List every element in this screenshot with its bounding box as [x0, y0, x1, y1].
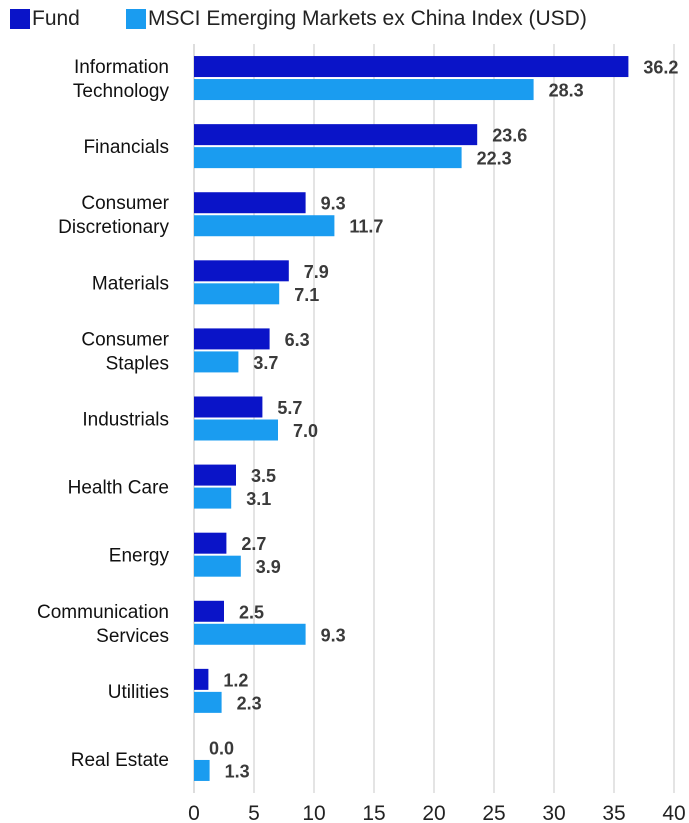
fund-value-label: 2.5: [239, 602, 264, 622]
fund-value-label: 3.5: [251, 466, 276, 486]
fund-bar: [194, 396, 263, 418]
legend-label-fund: Fund: [32, 7, 80, 30]
fund-swatch-icon: [10, 9, 30, 29]
x-tick-label: 25: [482, 802, 505, 823]
x-tick-label: 35: [602, 802, 625, 823]
index-bar: [194, 351, 239, 373]
index-bar: [194, 623, 306, 645]
category-label: Materials: [92, 273, 169, 294]
x-tick-label: 10: [302, 802, 325, 823]
category-label: Utilities: [108, 682, 169, 703]
fund-bar: [194, 532, 227, 554]
index-value-label: 28.3: [549, 81, 584, 101]
category-label: Consumer: [81, 193, 169, 214]
index-value-label: 22.3: [477, 149, 512, 169]
category-label: Staples: [106, 353, 169, 374]
category-label: Communication: [37, 602, 169, 623]
index-value-label: 11.7: [349, 217, 383, 237]
category-label: Industrials: [82, 410, 169, 431]
fund-value-label: 1.2: [223, 670, 248, 690]
category-label: Financials: [83, 137, 169, 158]
index-value-label: 2.3: [237, 693, 262, 713]
category-label: Health Care: [68, 478, 169, 499]
index-value-label: 3.9: [256, 557, 281, 577]
fund-bar: [194, 260, 289, 282]
fund-bar: [194, 600, 224, 622]
fund-bar: [194, 464, 236, 486]
legend: Fund MSCI Emerging Markets ex China Inde…: [0, 0, 689, 36]
index-bar: [194, 555, 241, 577]
category-label: Services: [96, 626, 169, 647]
index-swatch-icon: [126, 9, 146, 29]
x-tick-label: 15: [362, 802, 385, 823]
legend-item-fund: Fund: [10, 7, 80, 30]
fund-bar: [194, 124, 478, 146]
index-bar: [194, 759, 210, 781]
index-bar: [194, 419, 278, 441]
fund-value-label: 36.2: [643, 58, 678, 78]
category-label: Energy: [109, 546, 170, 567]
fund-bar: [194, 192, 306, 214]
category-label: Technology: [73, 81, 170, 102]
fund-bar: [194, 56, 629, 78]
index-value-label: 1.3: [225, 761, 250, 781]
x-tick-label: 40: [662, 802, 685, 823]
fund-value-label: 6.3: [285, 330, 310, 350]
index-bar: [194, 215, 335, 237]
category-label: Discretionary: [58, 217, 169, 238]
index-value-label: 3.7: [253, 353, 278, 373]
fund-value-label: 5.7: [277, 398, 302, 418]
fund-value-label: 9.3: [321, 194, 346, 214]
index-bar: [194, 283, 280, 305]
index-value-label: 9.3: [321, 625, 346, 645]
index-value-label: 7.1: [294, 285, 319, 305]
fund-value-label: 0.0: [209, 738, 234, 758]
index-bar: [194, 79, 534, 101]
x-tick-label: 0: [188, 802, 200, 823]
index-bar: [194, 147, 462, 169]
x-tick-label: 30: [542, 802, 565, 823]
index-bar: [194, 487, 232, 509]
index-bar: [194, 691, 222, 713]
index-value-label: 3.1: [246, 489, 271, 509]
fund-value-label: 7.9: [304, 262, 329, 282]
legend-label-index: MSCI Emerging Markets ex China Index (US…: [148, 7, 587, 30]
fund-bar: [194, 668, 209, 690]
x-tick-label: 20: [422, 802, 445, 823]
index-value-label: 7.0: [293, 421, 318, 441]
x-tick-label: 5: [248, 802, 260, 823]
fund-value-label: 2.7: [241, 534, 266, 554]
legend-item-index: MSCI Emerging Markets ex China Index (US…: [126, 7, 587, 30]
category-label: Information: [74, 57, 169, 78]
fund-bar: [194, 328, 270, 350]
fund-value-label: 23.6: [492, 126, 527, 146]
category-label: Real Estate: [71, 750, 169, 771]
category-label: Consumer: [81, 329, 169, 350]
